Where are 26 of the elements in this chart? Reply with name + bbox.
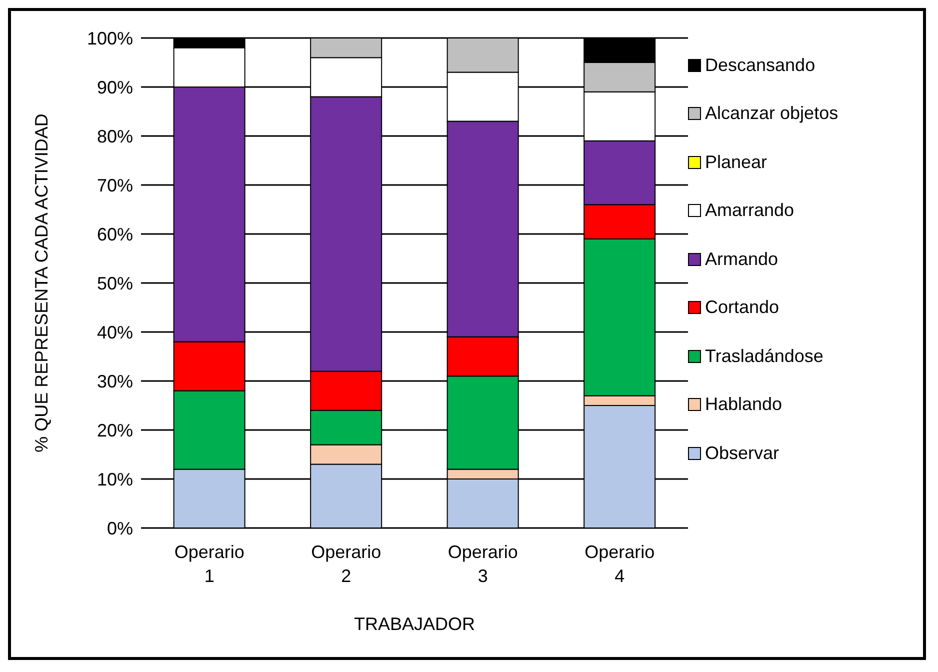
x-tick-label: Operario 3 [448,542,518,586]
x-axis-title: TRABAJADOR [354,614,476,634]
y-tick-label: 50% [96,273,133,294]
legend-label: Amarrando [705,200,794,222]
legend-label: Alcanzar objetos [705,103,838,124]
y-tick-label: 30% [96,371,133,392]
x-tick-label: Operario 1 [174,542,244,586]
legend-label: Descansando [705,54,816,76]
legend-label: Planear [705,152,768,173]
y-tick-label: 70% [96,175,133,196]
legend-label: Observar [705,442,780,464]
y-tick-label: 40% [96,322,133,342]
x-tick-label: Operario 4 [584,542,655,586]
y-tick-label: 60% [96,224,133,244]
legend-label: Armando [705,248,778,270]
y-tick-label: 10% [96,469,133,490]
x-tick-label: Operario 2 [311,542,382,586]
legend-label: Cortando [705,297,780,318]
y-tick-label: 100% [86,28,133,48]
y-tick-label: 90% [96,77,133,98]
y-tick-label: 0% [106,518,133,538]
legend-label: Hablando [705,394,782,416]
y-axis-title: % QUE REPRESENTA CADA ACTIVIDAD [31,114,52,452]
legend-label: Trasladándose [705,346,824,367]
y-tick-label: 20% [96,420,133,440]
y-tick-label: 80% [96,126,133,146]
